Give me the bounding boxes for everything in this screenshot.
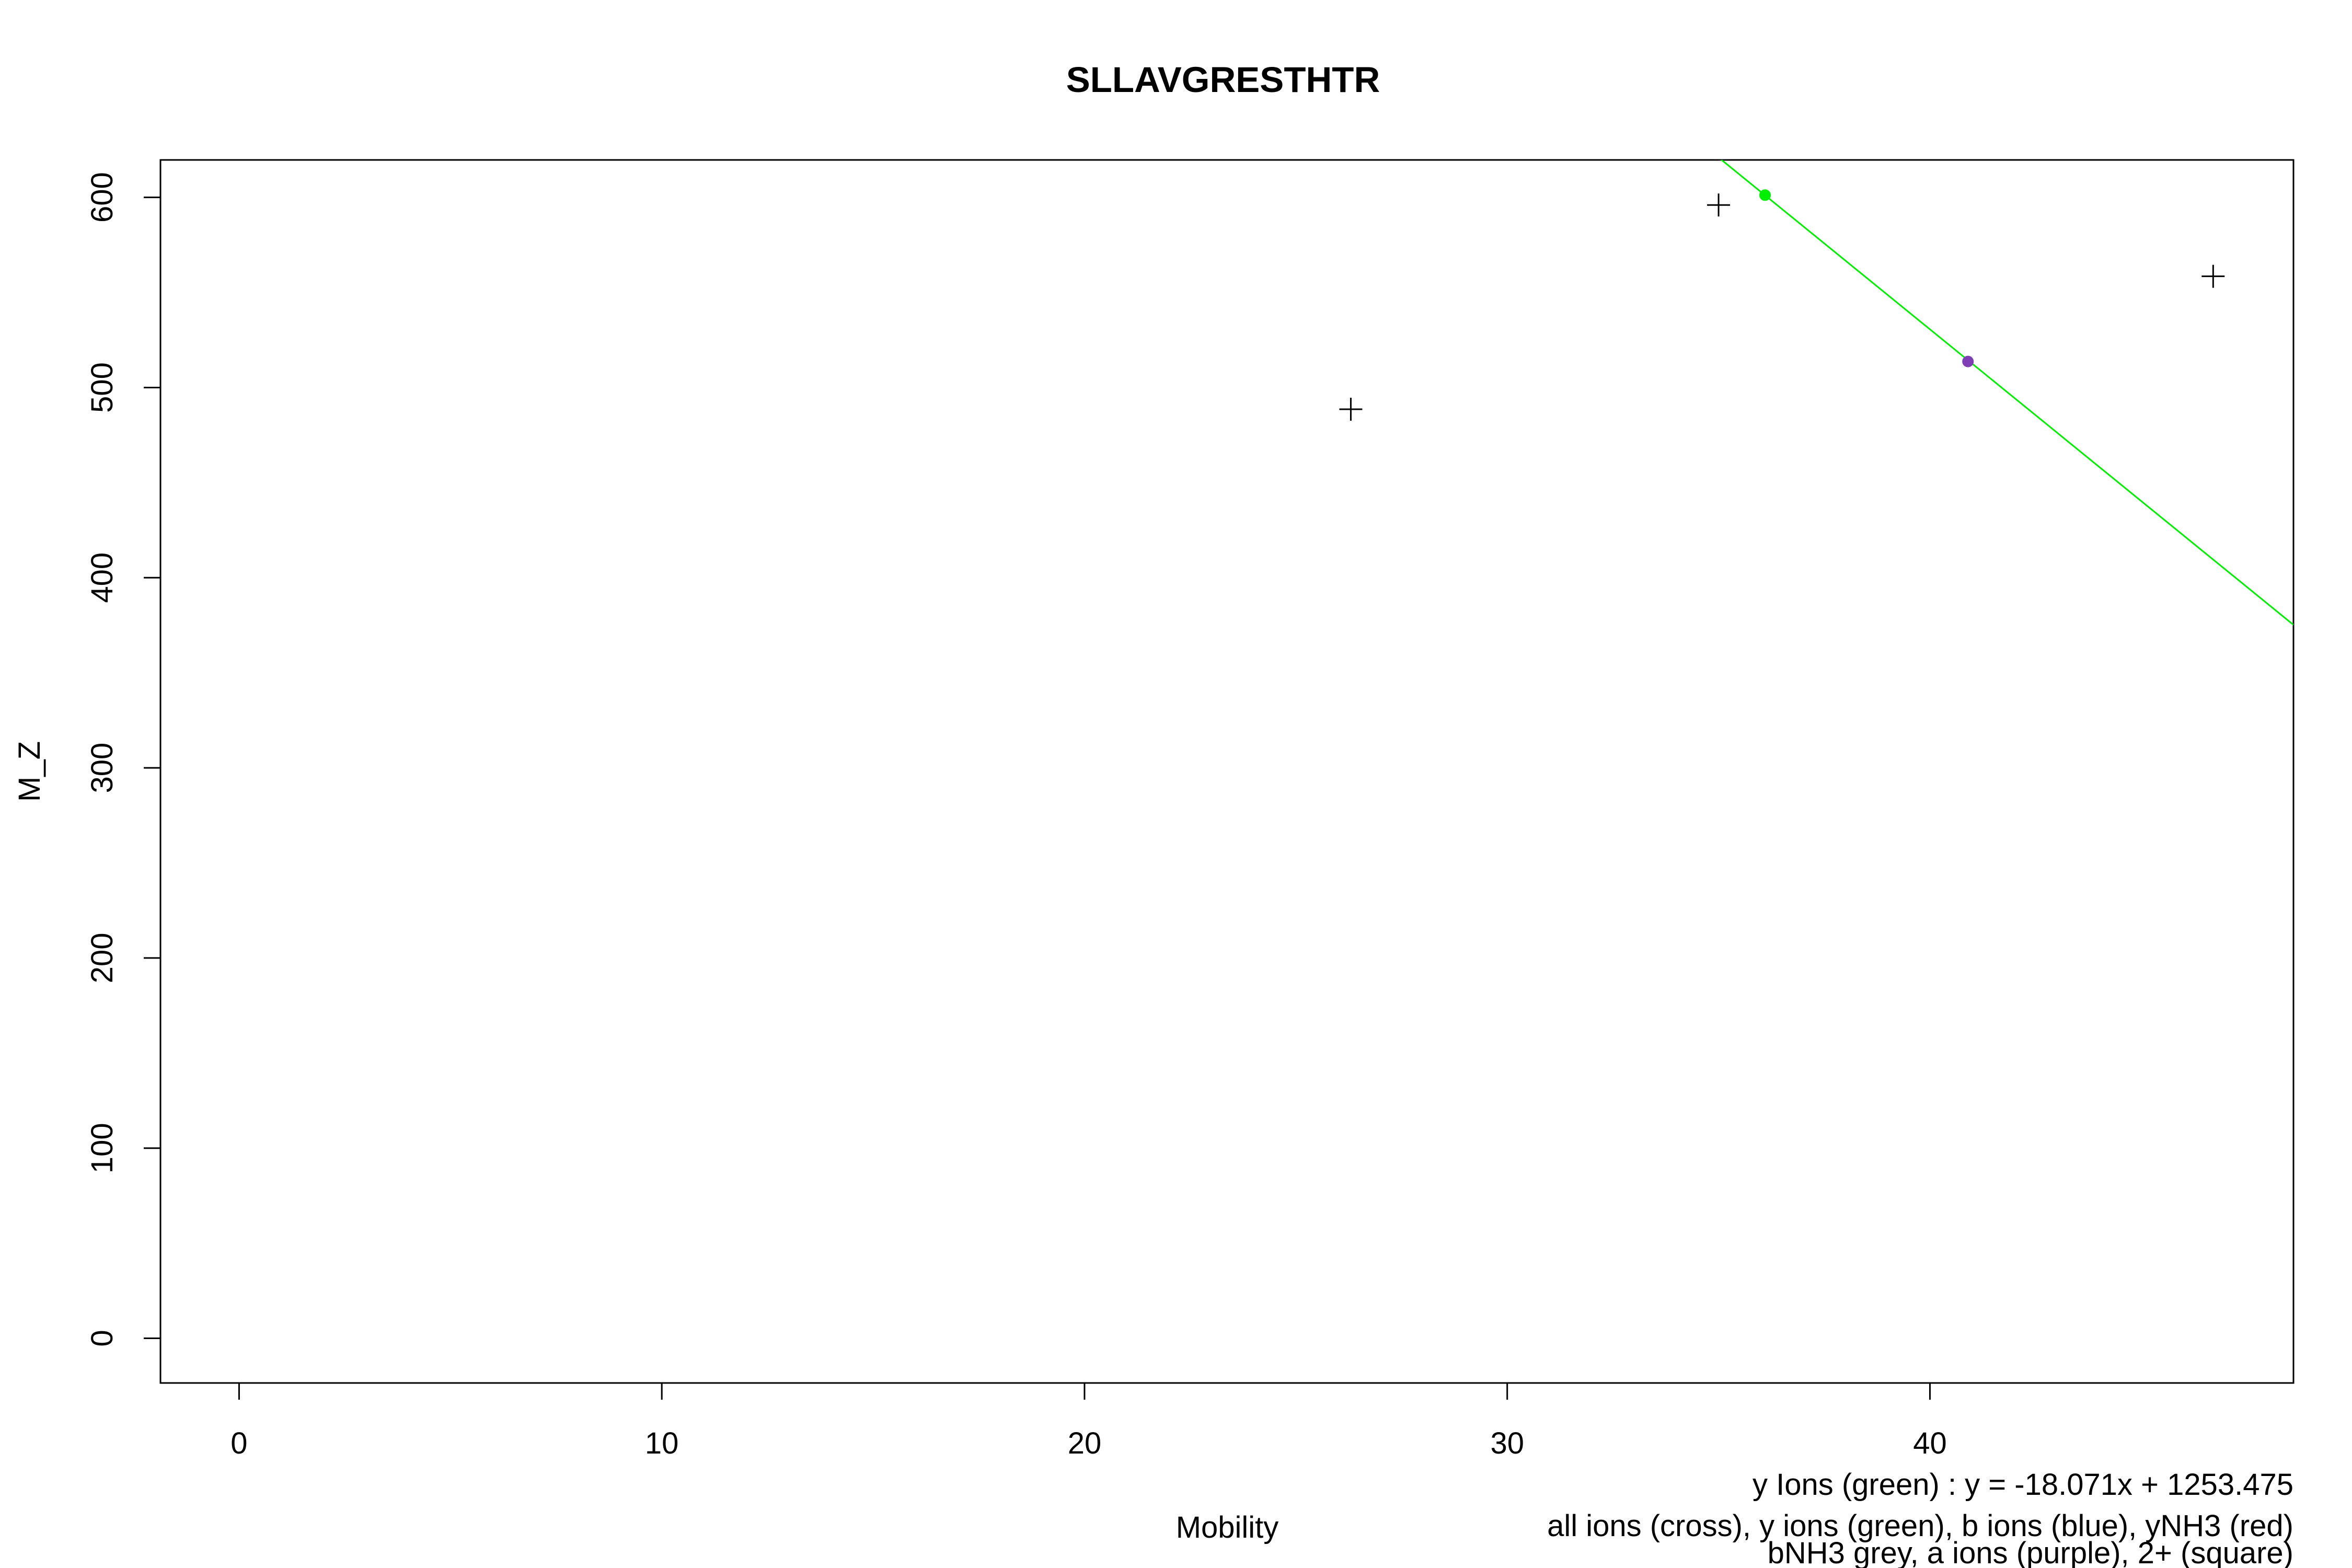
y-tick-label: 300 xyxy=(85,743,119,793)
y-tick-label: 100 xyxy=(85,1123,119,1173)
plot-area xyxy=(1339,160,2293,626)
cross-point xyxy=(2201,264,2225,288)
y-tick-label: 600 xyxy=(85,172,119,223)
x-tick-label: 10 xyxy=(645,1426,679,1460)
legend-note-1: all ions (cross), y ions (green), b ions… xyxy=(1547,1509,2293,1543)
plot-frame xyxy=(159,159,2295,1384)
cross-point xyxy=(1339,397,1363,421)
x-tick-label: 40 xyxy=(1913,1426,1947,1460)
cross-point xyxy=(1707,193,1731,217)
y-axis: 0 100 200 300 400 500 600 xyxy=(85,172,160,1347)
y-tick-label: 200 xyxy=(85,933,119,984)
y-tick-label: 500 xyxy=(85,362,119,413)
x-tick-label: 0 xyxy=(230,1426,247,1460)
y-tick-label: 400 xyxy=(85,552,119,603)
chart-title: SLLAVGRESTHTR xyxy=(1066,60,1380,100)
fit-equation-note: y Ions (green) : y = -18.071x + 1253.475 xyxy=(1753,1468,2293,1502)
x-axis: 0 10 20 30 40 xyxy=(230,1383,1947,1460)
x-tick-label: 30 xyxy=(1490,1426,1524,1460)
x-axis-label: Mobility xyxy=(1176,1511,1279,1544)
fit-line xyxy=(1720,160,2293,626)
y-tick-label: 0 xyxy=(85,1330,119,1346)
legend-note-2: bNH3 grey, a ions (purple), 2+ (square) xyxy=(1768,1536,2293,1568)
y-ion-point xyxy=(1759,189,1771,201)
a-ion-point xyxy=(1962,355,1974,367)
x-tick-label: 20 xyxy=(1068,1426,1102,1460)
y-axis-label: M_Z xyxy=(13,741,47,802)
